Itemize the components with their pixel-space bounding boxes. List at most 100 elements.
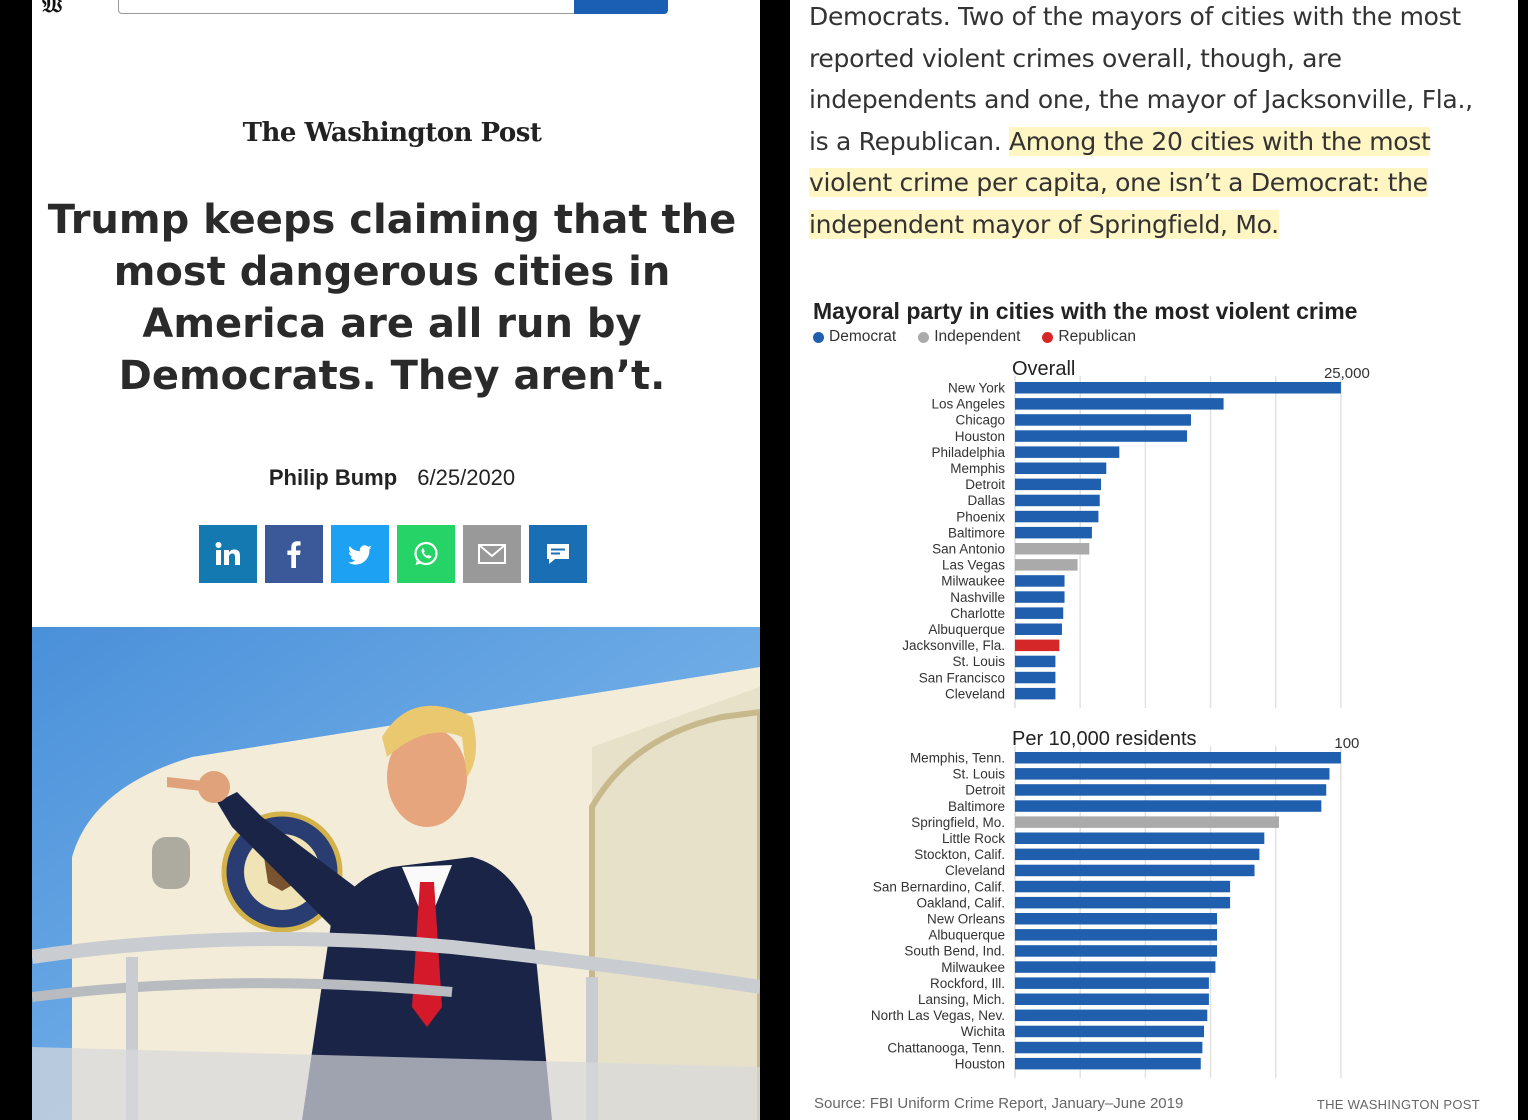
city-label: Memphis, Tenn.: [910, 751, 1005, 766]
chart-legend: Democrat Independent Republican: [813, 328, 1136, 346]
city-label: Dallas: [967, 493, 1005, 508]
legend-dot-independent: [918, 331, 930, 343]
author-name[interactable]: Philip Bump: [268, 465, 398, 490]
bar: [1015, 768, 1330, 780]
bar: [1015, 880, 1231, 893]
comment-button[interactable]: [529, 525, 587, 583]
byline: Philip Bump 6/25/2020: [32, 465, 752, 491]
city-label: Baltimore: [948, 799, 1005, 814]
bar: [1015, 526, 1092, 539]
twitter-share-button[interactable]: [331, 525, 389, 583]
bar: [1015, 784, 1327, 796]
city-label: Philadelphia: [931, 445, 1005, 460]
bar: [1015, 1057, 1201, 1070]
city-label: Baltimore: [948, 525, 1005, 540]
bar: [1015, 446, 1120, 458]
twitter-icon: [348, 545, 372, 565]
city-label: Albuquerque: [928, 622, 1005, 637]
bar: [1015, 896, 1231, 909]
legend-label: Democrat: [829, 328, 897, 345]
bar: [1015, 1041, 1203, 1054]
city-label: Chicago: [955, 413, 1005, 428]
city-label: New Orleans: [927, 912, 1005, 927]
city-label: Detroit: [965, 477, 1005, 492]
panel-title: Overall: [1012, 358, 1075, 380]
city-label: St. Louis: [952, 654, 1005, 669]
city-label: Milwaukee: [941, 960, 1005, 975]
chart-credit: THE WASHINGTON POST: [1316, 1097, 1480, 1112]
bar: [1015, 462, 1107, 474]
article-headline: Trump keeps claiming that the most dange…: [47, 197, 737, 399]
email-share-button[interactable]: [463, 525, 521, 583]
city-label: Springfield, Mo.: [911, 815, 1005, 830]
article-photo: [32, 627, 760, 1120]
city-label: Milwaukee: [941, 574, 1005, 589]
panel-title: Per 10,000 residents: [1012, 728, 1197, 750]
city-label: Lansing, Mich.: [918, 992, 1005, 1007]
city-label: St. Louis: [952, 767, 1005, 782]
city-label: Oakland, Calif.: [916, 895, 1005, 910]
bar: [1015, 800, 1322, 812]
legend-dot-democrat: [813, 331, 824, 343]
comment-icon: [547, 544, 569, 564]
city-label: Charlotte: [950, 606, 1005, 621]
legend-item-independent: Independent: [918, 328, 1020, 346]
legend-label: Independent: [934, 328, 1021, 345]
city-label: San Bernardino, Calif.: [873, 879, 1005, 894]
bar: [1015, 607, 1064, 619]
city-label: Stockton, Calif.: [914, 847, 1005, 862]
city-label: North Las Vegas, Nev.: [871, 1008, 1005, 1023]
bar: [1015, 945, 1218, 957]
city-label: Detroit: [965, 783, 1005, 798]
city-label: Los Angeles: [931, 397, 1005, 412]
city-label: Houston: [955, 1056, 1005, 1071]
bar: [1015, 961, 1216, 973]
city-label: San Francisco: [919, 670, 1005, 685]
legend-dot-republican: [1042, 331, 1054, 343]
bar: [1015, 414, 1191, 426]
bar: [1015, 832, 1265, 844]
city-label: South Bend, Ind.: [904, 944, 1005, 959]
bar: [1015, 430, 1188, 442]
article-body-panel: Democrats. Two of the mayors of cities w…: [790, 0, 1518, 1120]
city-label: Phoenix: [956, 509, 1005, 524]
facebook-icon: [287, 541, 301, 568]
tick-label: 25,000: [1324, 365, 1370, 382]
city-label: San Antonio: [932, 542, 1005, 557]
bar: [1015, 591, 1065, 603]
email-icon: [478, 544, 506, 564]
bar: [1015, 977, 1209, 989]
bar: [1015, 398, 1224, 410]
linkedin-share-button[interactable]: [199, 525, 257, 583]
article-paragraph: Democrats. Two of the mayors of cities w…: [809, 0, 1499, 245]
bar: [1015, 993, 1209, 1005]
city-label: Cleveland: [945, 686, 1005, 701]
chart-source: Source: FBI Uniform Crime Report, Januar…: [814, 1095, 1184, 1112]
bar: [1015, 929, 1218, 941]
whatsapp-share-button[interactable]: [397, 525, 455, 583]
legend-item-democrat: Democrat: [813, 328, 896, 346]
facebook-share-button[interactable]: [265, 525, 323, 583]
city-label: Jacksonville, Fla.: [902, 638, 1005, 653]
site-logo-fragment: 𝔚: [42, 0, 63, 18]
legend-item-republican: Republican: [1042, 328, 1136, 346]
bar: [1015, 848, 1260, 861]
linkedin-icon: [215, 542, 240, 565]
city-label: Rockford, Ill.: [930, 976, 1005, 991]
bar: [1015, 575, 1065, 587]
bar: [1015, 1009, 1208, 1022]
bar: [1015, 671, 1056, 684]
bar: [1015, 816, 1279, 828]
bar: [1015, 478, 1102, 491]
city-label: Little Rock: [942, 831, 1005, 846]
chart-title: Mayoral party in cities with the most vi…: [813, 298, 1358, 324]
search-button[interactable]: [574, 0, 668, 14]
city-label: Nashville: [950, 590, 1005, 605]
tick-label: 100: [1334, 735, 1359, 752]
bar: [1015, 510, 1099, 523]
city-label: Wichita: [961, 1024, 1006, 1039]
bar: [1015, 623, 1062, 635]
bar: [1015, 639, 1060, 652]
bar: [1015, 864, 1255, 877]
